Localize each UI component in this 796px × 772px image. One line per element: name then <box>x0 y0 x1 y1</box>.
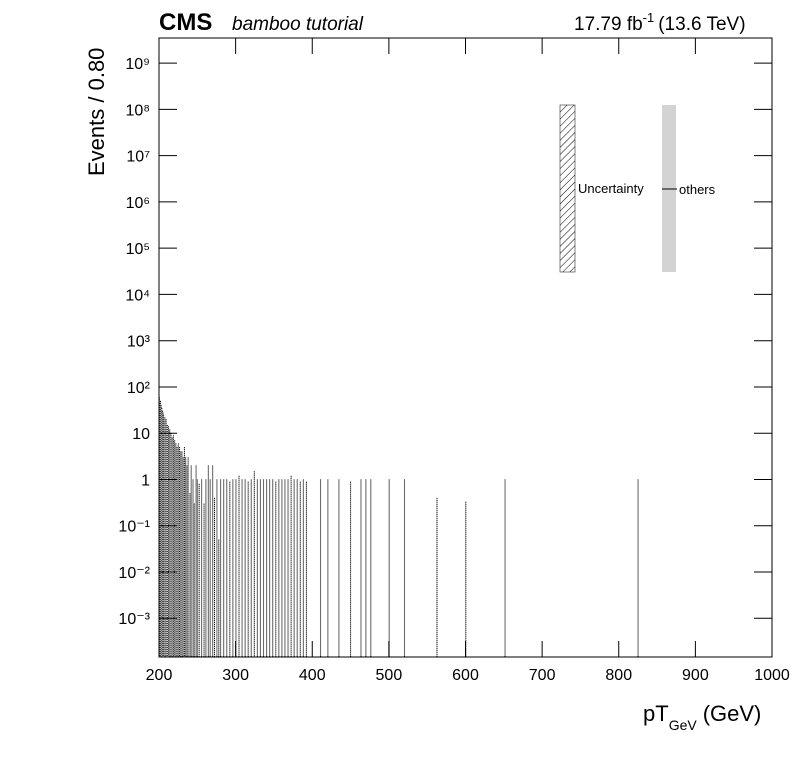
bar <box>305 481 308 657</box>
x-tick-label: 600 <box>452 667 479 684</box>
bar <box>247 481 249 657</box>
bar <box>166 425 168 657</box>
y-tick-label: 10³ <box>127 334 151 351</box>
bar <box>170 433 172 657</box>
bar <box>171 437 173 657</box>
bar <box>182 457 184 657</box>
x-tick-label: 400 <box>299 667 326 684</box>
y-tick-label: 10⁴ <box>125 287 150 304</box>
x-tick-label: 1000 <box>754 667 790 684</box>
y-tick-label: 10⁶ <box>126 195 150 212</box>
experiment: CMS <box>159 9 212 36</box>
x-label-unit: (GeV) <box>703 701 762 726</box>
legend-label: Uncertainty <box>578 181 644 196</box>
bar <box>195 465 197 657</box>
y-tick-label: 1 <box>141 472 150 489</box>
x-tick-label: 300 <box>222 667 249 684</box>
x-label-sub: GeV <box>669 717 698 733</box>
bar <box>349 481 352 657</box>
bar <box>229 481 231 657</box>
bar <box>186 465 188 657</box>
x-tick-label: 500 <box>376 667 403 684</box>
x-axis-label: pTGeV (GeV) <box>643 701 761 733</box>
x-tick-label: 900 <box>682 667 709 684</box>
y-tick-label: 10 <box>132 426 150 443</box>
bar <box>465 501 467 657</box>
bar <box>189 493 191 657</box>
bar <box>436 497 438 657</box>
bar <box>275 481 277 657</box>
bar <box>167 426 170 657</box>
bar <box>187 457 189 657</box>
bar <box>164 417 166 657</box>
y-tick-label: 10⁹ <box>125 56 150 73</box>
bar <box>185 457 187 657</box>
legend-label: others <box>679 182 716 197</box>
legend-uncertainty-swatch <box>559 104 576 273</box>
x-tick-label: 800 <box>605 667 632 684</box>
bar <box>213 497 216 657</box>
y-tick-label: 10⁵ <box>126 241 150 258</box>
x-tick-label: 200 <box>146 667 173 684</box>
y-tick-label: 10⁻² <box>118 565 150 582</box>
y-tick-label: 10² <box>127 380 151 397</box>
bar <box>160 405 162 657</box>
energy: (13.6 TeV) <box>658 14 745 35</box>
lumi-value: 17.79 fb <box>574 14 643 35</box>
y-tick-label: 10⁷ <box>126 149 150 166</box>
bar <box>190 465 192 657</box>
y-tick-label: 10⁻¹ <box>118 519 150 536</box>
bar <box>212 465 214 657</box>
lumi: 17.79 fb-1 (13.6 TeV) <box>574 10 746 35</box>
bar <box>159 402 161 657</box>
bar <box>299 481 301 657</box>
bar <box>169 429 171 657</box>
x-label-main: pT <box>643 701 669 726</box>
y-tick-label: 10⁸ <box>125 102 150 119</box>
x-tick-label: 700 <box>529 667 556 684</box>
y-tick-label: 10⁻³ <box>118 611 150 628</box>
subtitle: bamboo tutorial <box>232 14 364 35</box>
lumi-exp: -1 <box>643 10 655 25</box>
bar <box>162 414 165 657</box>
y-axis-label: Events / 0.80 <box>84 48 109 176</box>
bar <box>207 465 209 657</box>
